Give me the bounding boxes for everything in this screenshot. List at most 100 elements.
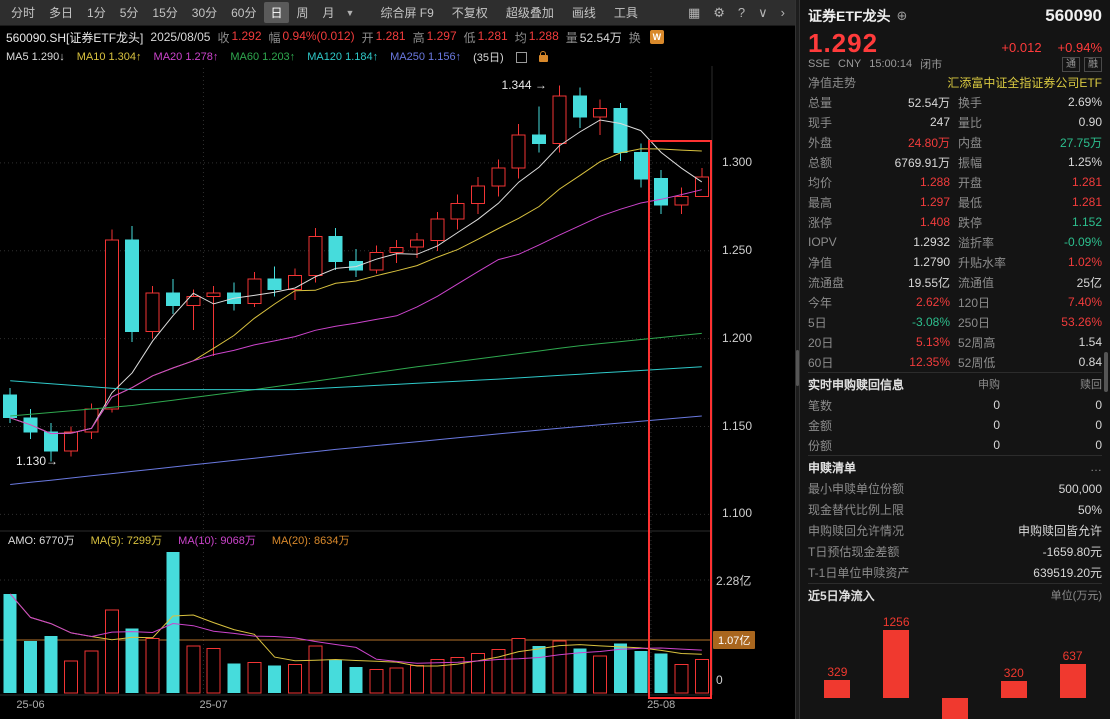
redemption-value: 639519.20元 <box>1033 566 1102 580</box>
market-status: 闭市 <box>920 59 943 71</box>
kline-chart[interactable]: 1.300 1.250 1.200 1.150 1.100 2.28亿 0 1.07亿 25-0… <box>0 66 795 719</box>
menu-item[interactable]: 综合屏 F9 <box>380 6 434 20</box>
stat-value: 1.281 <box>1071 195 1102 209</box>
ma250-line <box>10 415 702 485</box>
amo-value: AMO: 6770万 <box>8 535 75 547</box>
period-tab-周[interactable]: 周 <box>296 6 309 20</box>
subscription-section-header: 实时申购赎回信息 申购 赎回 <box>808 372 1102 395</box>
ma-item-MA60: MA60 1.203↑ <box>230 51 296 63</box>
period-tab-多日[interactable]: 多日 <box>49 6 74 20</box>
period-tab-30分[interactable]: 30分 <box>191 6 218 20</box>
chevron-down-icon[interactable]: ∨ <box>758 4 768 20</box>
stat-value: 1.297 <box>919 195 950 209</box>
period-tab-15分[interactable]: 15分 <box>152 6 178 20</box>
menu-item[interactable]: 工具 <box>613 6 638 20</box>
period-dropdown-caret-icon[interactable]: ▼ <box>345 7 355 18</box>
ma60-line <box>10 332 702 417</box>
subscribe-value: 0 <box>993 418 1000 432</box>
stat-row: 总量 52.54万 换手 2.69% <box>808 92 1102 112</box>
scrollbar[interactable] <box>1104 352 1108 392</box>
redemption-rows: 最小申赎单位份额 500,000 现金替代比例上限 50% 申购赎回允许情况 申… <box>808 478 1102 583</box>
redemption-label: 申购赎回允许情况 <box>808 524 905 538</box>
stat-value: -0.09% <box>1063 235 1102 249</box>
redeem-value: 0 <box>1095 398 1102 412</box>
stat-row: 均价 1.288 开盘 1.281 <box>808 172 1102 192</box>
wp-badge-icon[interactable]: W <box>649 30 664 44</box>
period-tab-日[interactable]: 日 <box>264 2 289 23</box>
stat-label: 外盘 <box>808 135 833 150</box>
splitter-handle-icon[interactable] <box>796 350 799 386</box>
period-tab-60分[interactable]: 60分 <box>231 6 257 20</box>
stat-label: 开盘 <box>958 175 983 190</box>
field-开: 开 1.281 <box>361 28 406 45</box>
stat-value: 0.90 <box>1078 115 1102 129</box>
ma-item-MA250: MA250 1.156↑ <box>390 51 462 63</box>
lock-icon[interactable] <box>538 50 548 62</box>
stat-value: 12.35% <box>909 355 950 369</box>
menu-item[interactable]: 画线 <box>571 6 596 20</box>
price-ma5-line <box>10 119 703 435</box>
redemption-value: -1659.80元 <box>1042 545 1102 559</box>
stat-value: 1.288 <box>919 175 950 189</box>
more-button[interactable]: … <box>1090 460 1102 474</box>
expand-icon[interactable] <box>515 51 527 63</box>
period-tab-月[interactable]: 月 <box>322 6 335 20</box>
col-subscribe: 申购 <box>978 379 1000 391</box>
price-change-pct: +0.94% <box>1057 40 1102 55</box>
period-tab-group: 分时 多日 1分 5分 15分 30分 60分日周月 <box>4 2 342 23</box>
menu-item[interactable]: 超级叠加 <box>505 6 554 20</box>
gear-icon[interactable]: ⚙ <box>713 4 725 20</box>
stat-row: 20日 5.13% 52周高 1.54 <box>808 332 1102 352</box>
add-watchlist-icon[interactable]: ⊕ <box>896 8 908 23</box>
subscription-label: 金额 <box>808 418 833 433</box>
stat-value: 247 <box>929 115 950 129</box>
stat-value: 1.2932 <box>913 235 950 249</box>
stat-row: 外盘 24.80万 内盘 27.75万 <box>808 132 1102 152</box>
ma120-line <box>10 366 702 391</box>
amo-bar: AMO: 6770万 MA(5): 7299万 MA(10): 9068万 MA… <box>8 532 349 548</box>
field-均: 均 1.288 <box>514 28 559 45</box>
subscription-row: 份额 0 0 <box>808 435 1102 455</box>
stat-value: 1.25% <box>1067 155 1102 169</box>
hk-connect-badge: 通 <box>1062 56 1080 72</box>
last-price: 1.292 <box>808 28 879 58</box>
grid-icon[interactable]: ▦ <box>687 4 701 20</box>
stat-label: 跌停 <box>958 215 983 230</box>
stat-value: 1.152 <box>1071 215 1102 229</box>
ma-bar: MA5 1.290↓ MA10 1.304↑ MA20 1.278↑ MA60 1.2… <box>0 48 795 66</box>
ma-item-MA10: MA10 1.304↑ <box>76 51 142 63</box>
amo-ma10-value: MA(10): 9068万 <box>178 535 256 547</box>
stat-value: -3.08% <box>911 315 950 329</box>
redeem-value: 0 <box>1095 438 1102 452</box>
field-高: 高 1.297 <box>412 28 457 45</box>
redemption-row: T日预估现金差额 -1659.80元 <box>808 541 1102 562</box>
help-icon[interactable]: ? <box>737 5 746 20</box>
nav-row[interactable]: 净值走势 汇添富中证全指证券公司ETF <box>808 72 1102 92</box>
stat-label: 最低 <box>958 195 983 210</box>
stat-value: 1.02% <box>1067 255 1102 269</box>
redemption-label: 最小申赎单位份额 <box>808 482 905 496</box>
panel-splitter[interactable] <box>795 0 800 719</box>
stat-label: 净值 <box>808 255 833 270</box>
subscription-row: 金额 0 0 <box>808 415 1102 435</box>
redemption-title: 申赎清单 <box>808 460 857 475</box>
stat-row: 5日 -3.08% 250日 53.26% <box>808 312 1102 332</box>
redemption-row: 现金替代比例上限 50% <box>808 499 1102 520</box>
stat-label: 今年 <box>808 295 833 310</box>
price-change: +0.012 <box>1001 40 1042 55</box>
stat-label: 总额 <box>808 155 833 170</box>
stat-value: 5.13% <box>915 335 950 349</box>
toolbar-menu: 综合屏 F9 不复权 超级叠加 画线 工具 <box>372 2 645 23</box>
stat-label: 内盘 <box>958 135 983 150</box>
stat-label: 现手 <box>808 115 833 130</box>
chevron-right-icon[interactable]: › <box>780 5 785 20</box>
period-tab-分时[interactable]: 分时 <box>11 6 36 20</box>
period-tab-1分[interactable]: 1分 <box>87 6 106 20</box>
stat-label: 溢折率 <box>958 235 995 250</box>
period-tab-5分[interactable]: 5分 <box>119 6 139 20</box>
redemption-row: 最小申赎单位份额 500,000 <box>808 478 1102 499</box>
subscription-title: 实时申购赎回信息 <box>808 377 905 392</box>
price-row: 1.292 +0.012 +0.94% <box>808 28 1102 58</box>
menu-item[interactable]: 不复权 <box>451 6 488 20</box>
